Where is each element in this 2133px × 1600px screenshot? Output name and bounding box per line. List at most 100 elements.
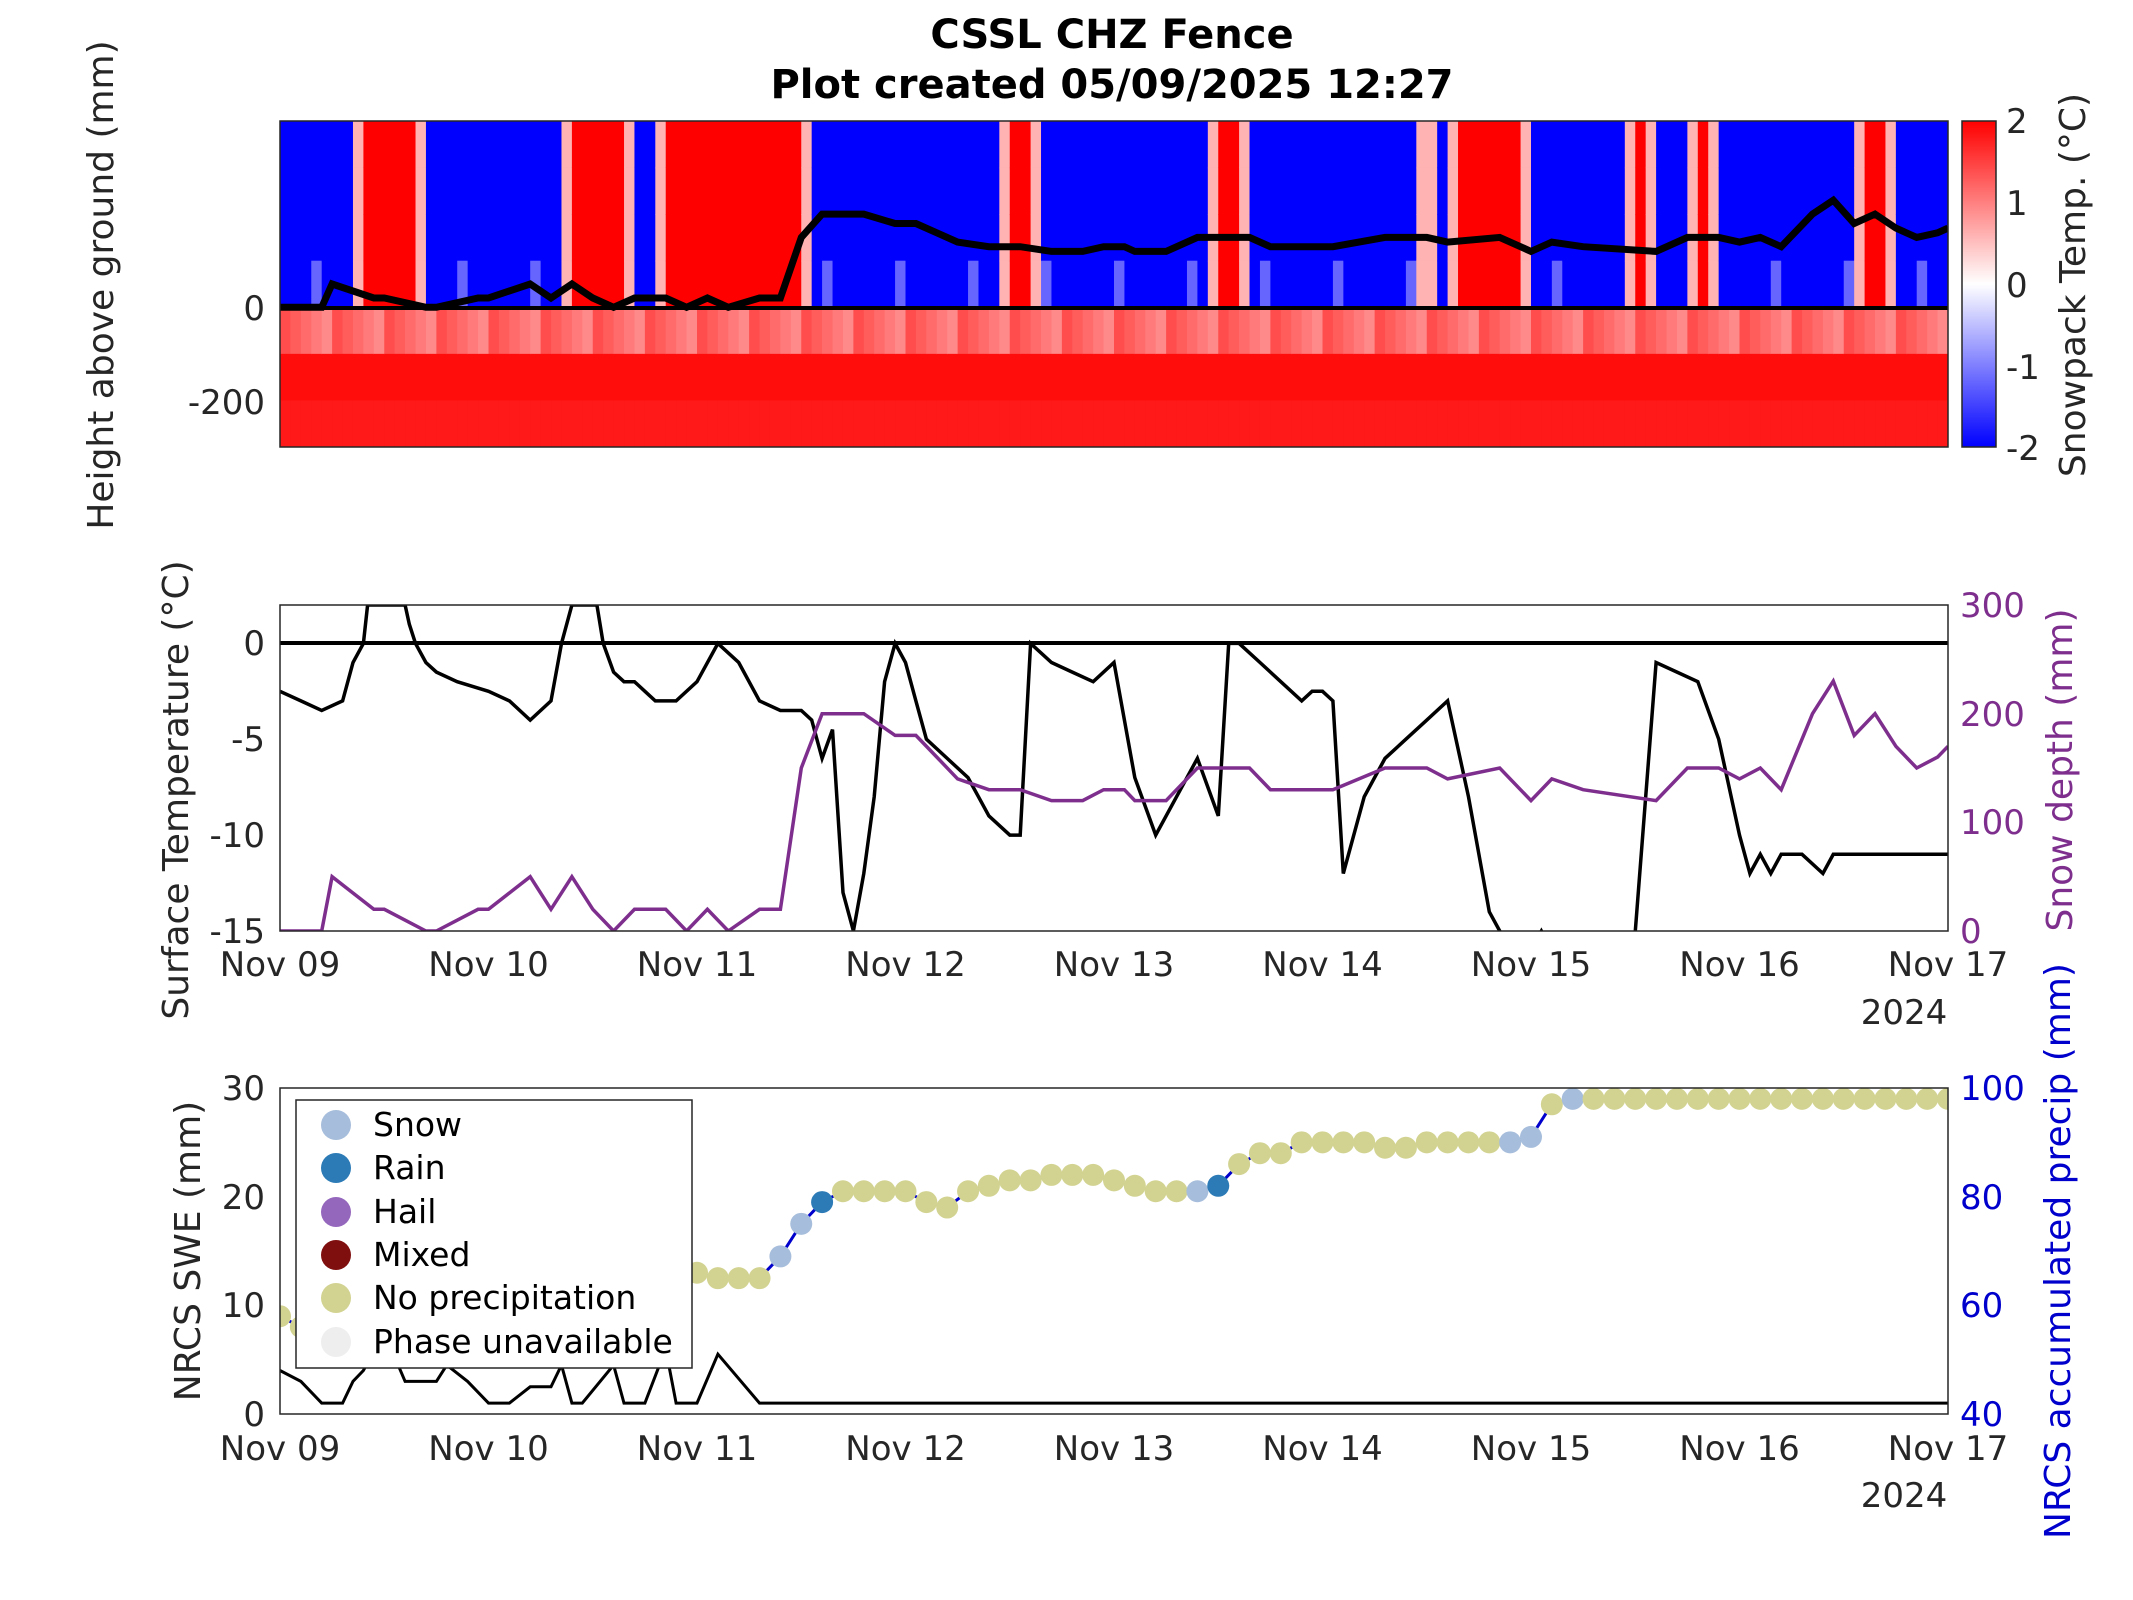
swe-point [1019, 1169, 1042, 1192]
heatmap-cell [551, 167, 563, 215]
heatmap-cell [363, 167, 375, 215]
heatmap-cell [842, 353, 854, 402]
heatmap-cell [1447, 400, 1459, 447]
heatmap-cell [1718, 260, 1730, 308]
heatmap-cell [1249, 121, 1261, 169]
heatmap-cell [1635, 307, 1647, 355]
heatmap-cell [1061, 214, 1073, 262]
heatmap-cell [1186, 353, 1198, 402]
heatmap-cell [1927, 214, 1939, 262]
heatmap-cell [1510, 260, 1522, 308]
colorbar-tick: 1 [2006, 184, 2028, 224]
heatmap-cell [530, 307, 542, 355]
heatmap-cell [1603, 167, 1615, 215]
heatmap-cell [759, 121, 771, 169]
heatmap-cell [1541, 353, 1553, 402]
heatmap-cell [936, 307, 948, 355]
heatmap-cell [1583, 121, 1595, 169]
heatmap-cell [1468, 307, 1480, 355]
heatmap-cell [1603, 353, 1615, 402]
heatmap-cell [1020, 260, 1032, 308]
swe-point [1791, 1088, 1814, 1110]
heatmap-cell [1854, 400, 1866, 447]
heatmap-cell [1478, 167, 1490, 215]
heatmap-cell [1437, 260, 1449, 308]
heatmap-cell [509, 214, 521, 262]
heatmap-cell [1635, 214, 1647, 262]
heatmap-cell [592, 167, 604, 215]
heatmap-cell [1041, 353, 1053, 402]
heatmap-cell [1708, 400, 1720, 447]
legend-marker-phase-unavailable [321, 1327, 351, 1357]
heatmap-cell [478, 400, 490, 447]
heatmap-cell [1927, 260, 1939, 308]
heatmap-cell [1114, 121, 1126, 169]
heatmap-cell [613, 121, 625, 169]
heatmap-cell [1541, 214, 1553, 262]
swe-point [1207, 1174, 1230, 1197]
heatmap-cell [759, 214, 771, 262]
heatmap-cell [1541, 167, 1553, 215]
heatmap-cell [540, 307, 552, 355]
heatmap-cell [1614, 400, 1626, 447]
heatmap-cell [1489, 121, 1501, 169]
heatmap-cell [968, 260, 980, 308]
heatmap-cell [1155, 214, 1167, 262]
heatmap-cell [999, 214, 1011, 262]
heatmap-cell [1833, 307, 1845, 355]
heatmap-cell [1082, 353, 1094, 402]
heatmap-cell [676, 260, 688, 308]
heatmap-cell [1656, 260, 1668, 308]
swe-point [1123, 1174, 1146, 1197]
heatmap-cell [1916, 400, 1928, 447]
swe-point [1040, 1163, 1063, 1186]
heatmap-cell [519, 167, 531, 215]
heatmap-cell [613, 353, 625, 402]
heatmap-cell [405, 260, 417, 308]
heatmap-cell [509, 260, 521, 308]
heatmap-cell [1739, 167, 1751, 215]
heatmap-cell [947, 260, 959, 308]
heatmap-ytick: 0 [243, 289, 265, 329]
heatmap-cell [1895, 400, 1907, 447]
heatmap-cell [1197, 400, 1209, 447]
heatmap-cell [1249, 260, 1261, 308]
heatmap-cell [1770, 260, 1782, 308]
heatmap-cell [1614, 260, 1626, 308]
heatmap-cell [1312, 167, 1324, 215]
heatmap-cell [290, 353, 302, 402]
heatmap-cell [697, 307, 709, 355]
heatmap-cell [1531, 260, 1543, 308]
heatmap-cell [1843, 353, 1855, 402]
heatmap-cell [1020, 121, 1032, 169]
legend-box [295, 1099, 693, 1369]
heatmap-cell [415, 214, 427, 262]
heatmap-cell [822, 307, 834, 355]
heatmap-cell [1072, 400, 1084, 447]
heatmap-cell [1875, 214, 1887, 262]
heatmap-cell [373, 353, 385, 402]
heatmap-cell [1249, 400, 1261, 447]
heatmap-cell [1186, 121, 1198, 169]
heatmap-cell [988, 353, 1000, 402]
swe-ylabel: NRCS SWE (mm) [168, 1101, 209, 1401]
swe-point [1895, 1088, 1918, 1110]
heatmap-cell [801, 121, 813, 169]
heatmap-cell [1134, 353, 1146, 402]
heatmap-cell [363, 214, 375, 262]
swe-point [1061, 1163, 1084, 1186]
heatmap-cell [1405, 260, 1417, 308]
heatmap-cell [1656, 214, 1668, 262]
heatmap-cell [446, 400, 458, 447]
heatmap-cell [874, 121, 886, 169]
heatmap-cell [759, 353, 771, 402]
swe-point [852, 1180, 875, 1203]
heatmap-cell [947, 307, 959, 355]
heatmap-cell [1270, 307, 1282, 355]
heatmap-cell [1666, 307, 1678, 355]
heatmap-cell [1645, 167, 1657, 215]
heatmap-cell [1228, 260, 1240, 308]
heatmap-cell [1572, 214, 1584, 262]
heatmap-cell [1124, 214, 1136, 262]
heatmap-cell [1332, 400, 1344, 447]
